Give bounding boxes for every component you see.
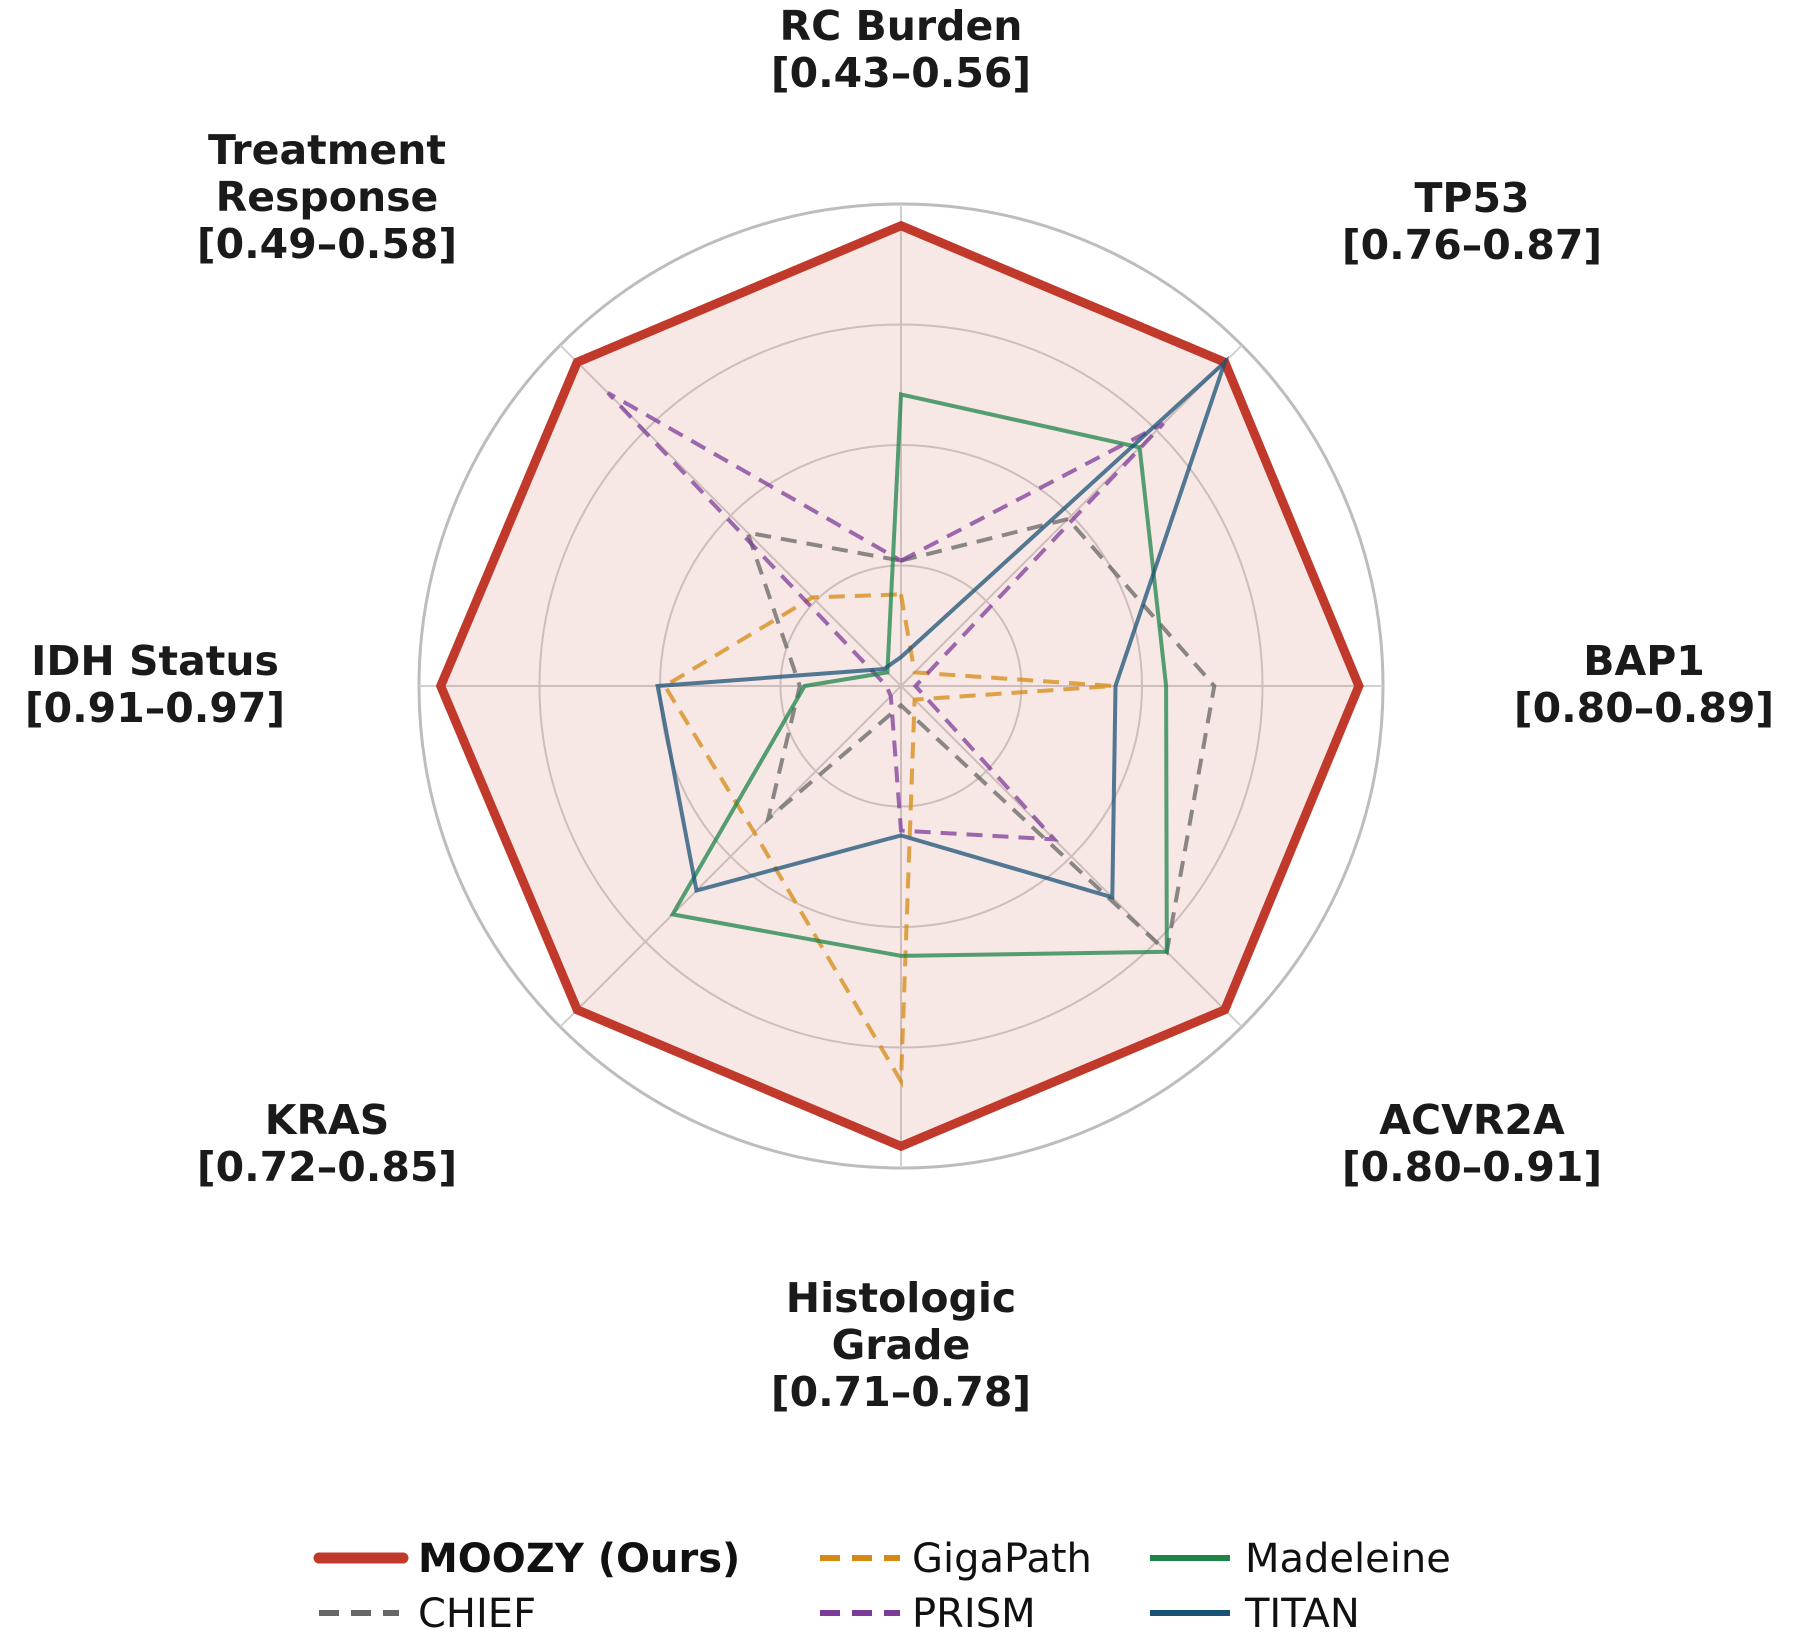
legend-item-prism: PRISM (820, 1591, 1036, 1634)
axis-label: KRAS [0.72–0.85] (197, 1096, 457, 1191)
grid-spoke (559, 344, 902, 687)
axis-label: Treatment Response [0.49–0.58] (197, 126, 457, 268)
series-prism (606, 391, 1165, 842)
series-line-gigapath (662, 592, 1114, 1089)
axis-label-line: Grade (832, 1321, 971, 1369)
axis-label-line: KRAS (265, 1096, 390, 1144)
axis-label-line: [0.43–0.56] (771, 49, 1031, 97)
axis-label: IDH Status [0.91–0.97] (25, 637, 285, 732)
axis-label-line: ACVR2A (1379, 1096, 1565, 1144)
axis-label-line: [0.80–0.89] (1514, 684, 1774, 732)
axis-label-line: [0.49–0.58] (197, 220, 457, 268)
axis-labels: RC Burden [0.43–0.56]TP53 [0.76–0.87]BAP1[… (25, 2, 1774, 1416)
axis-label-line: [0.71–0.78] (771, 1368, 1031, 1416)
legend-label: PRISM (912, 1591, 1036, 1634)
axis-label: ACVR2A [0.80–0.91] (1342, 1096, 1602, 1191)
axis-label-line: Histologic (786, 1274, 1016, 1322)
legend-item-gigapath: GigaPath (820, 1536, 1092, 1582)
grid-spoke (900, 344, 1243, 687)
axis-label: BAP1 [0.80–0.89] (1514, 637, 1774, 732)
series-line-moozy-ours (435, 220, 1364, 1152)
axis-label-line: RC Burden (780, 2, 1023, 50)
grid-spoke (900, 685, 1243, 1028)
grid-spoke (559, 685, 902, 1028)
series-line-madeleine (669, 391, 1169, 958)
series-group (435, 220, 1364, 1152)
axis-label: Histologic Grade [0.71–0.78] (771, 1274, 1031, 1416)
axis-label-line: [0.91–0.97] (25, 684, 285, 732)
axis-label-line: [0.76–0.87] (1342, 221, 1602, 269)
legend-label: CHIEF (418, 1591, 536, 1634)
axis-label: TP53 [0.76–0.87] (1342, 174, 1602, 269)
axis-label-line: [0.72–0.85] (197, 1143, 457, 1191)
series-titan (655, 355, 1230, 900)
legend-item-chief: CHIEF (319, 1591, 536, 1634)
legend-item-titan: TITAN (1150, 1591, 1360, 1634)
axis-label-line: Response (216, 173, 439, 221)
series-madeleine (669, 391, 1169, 958)
axis-label: RC Burden [0.43–0.56] (771, 2, 1031, 97)
legend-label: MOOZY (Ours) (418, 1536, 740, 1582)
axis-label-line: TP53 (1414, 174, 1529, 222)
legend-label: Madeleine (1245, 1536, 1451, 1582)
legend: MOOZY (Ours) CHIEF GigaPath PRISM Madeleine T… (313, 1536, 1451, 1634)
legend-item-moozy-ours: MOOZY (Ours) (313, 1536, 740, 1582)
axis-label-line: [0.80–0.91] (1342, 1143, 1602, 1191)
axis-label-line: BAP1 (1583, 637, 1705, 685)
series-moozy-ours (435, 220, 1364, 1152)
legend-item-madeleine: Madeleine (1150, 1536, 1451, 1582)
series-line-chief (744, 516, 1217, 956)
axis-label-line: IDH Status (31, 637, 279, 685)
series-line-prism (606, 391, 1165, 842)
series-line-titan (655, 355, 1230, 900)
legend-label: TITAN (1244, 1591, 1360, 1634)
legend-label: GigaPath (912, 1536, 1092, 1582)
axis-label-line: Treatment (208, 126, 446, 174)
series-gigapath (662, 592, 1114, 1089)
series-chief (744, 516, 1217, 956)
